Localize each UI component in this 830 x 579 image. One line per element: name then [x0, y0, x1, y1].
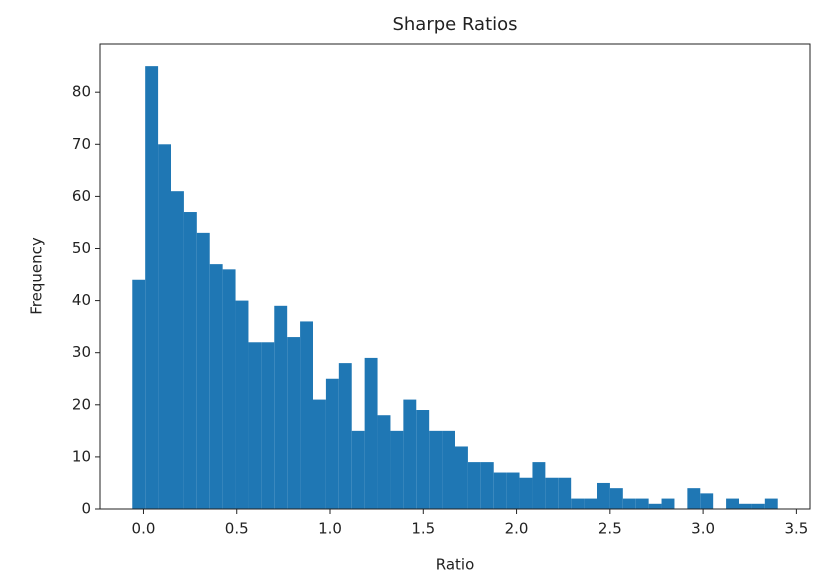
bar — [158, 144, 171, 509]
x-axis-label: Ratio — [436, 556, 475, 574]
x-tick-label: 0.0 — [132, 520, 156, 538]
bar — [493, 472, 507, 509]
y-tick-label: 50 — [72, 239, 91, 257]
bar — [739, 503, 752, 509]
bar — [609, 488, 623, 509]
bar — [171, 191, 184, 509]
bar — [313, 399, 326, 509]
y-tick-label: 80 — [72, 83, 91, 101]
bar — [351, 430, 365, 509]
bar — [648, 503, 662, 509]
y-tick-label: 20 — [72, 395, 91, 413]
bar — [183, 212, 197, 509]
y-axis-label: Frequency — [28, 237, 46, 315]
bar — [545, 477, 559, 509]
x-tick-label: 2.0 — [505, 520, 529, 538]
bar — [377, 415, 391, 509]
bar — [261, 342, 275, 509]
bar — [390, 430, 404, 509]
x-tick-label: 3.0 — [691, 520, 715, 538]
bar — [519, 477, 533, 509]
bar — [364, 357, 378, 509]
bar — [467, 462, 481, 509]
bar — [416, 410, 430, 509]
bar — [584, 498, 597, 509]
y-tick-label: 10 — [72, 447, 91, 465]
bar — [635, 498, 649, 509]
bar — [532, 462, 546, 509]
y-tick-label: 40 — [72, 291, 91, 309]
x-tick-label: 1.0 — [318, 520, 342, 538]
bar — [597, 482, 610, 509]
bar — [235, 300, 249, 509]
y-tick-label: 70 — [72, 135, 91, 153]
bar — [764, 498, 778, 509]
bar — [196, 232, 210, 509]
bar — [287, 337, 301, 509]
y-tick-label: 30 — [72, 343, 91, 361]
bar — [325, 378, 339, 509]
bar — [687, 488, 701, 509]
bar — [751, 503, 765, 509]
bar — [661, 498, 675, 509]
x-tick-label: 3.5 — [784, 520, 808, 538]
bar — [429, 430, 443, 509]
bar — [622, 498, 636, 509]
bar — [480, 462, 494, 509]
bar — [248, 342, 262, 509]
plot-frame — [99, 43, 811, 510]
bar — [726, 498, 739, 509]
y-tick-label: 0 — [81, 500, 91, 518]
bar — [506, 472, 520, 509]
y-tick-label: 60 — [72, 187, 91, 205]
x-tick-label: 0.5 — [225, 520, 249, 538]
chart-title: Sharpe Ratios — [392, 14, 517, 35]
x-tick-label: 1.5 — [411, 520, 435, 538]
bar — [222, 269, 236, 509]
bar — [442, 430, 455, 509]
bar — [274, 305, 288, 509]
bar — [571, 498, 585, 509]
bar — [558, 477, 572, 509]
bar — [300, 321, 313, 509]
bar — [132, 279, 146, 509]
bar — [209, 264, 223, 509]
x-tick-label: 2.5 — [598, 520, 622, 538]
bar — [403, 399, 417, 509]
bar — [455, 446, 468, 509]
bar — [338, 363, 352, 509]
bar — [700, 493, 714, 509]
bar — [145, 66, 159, 510]
